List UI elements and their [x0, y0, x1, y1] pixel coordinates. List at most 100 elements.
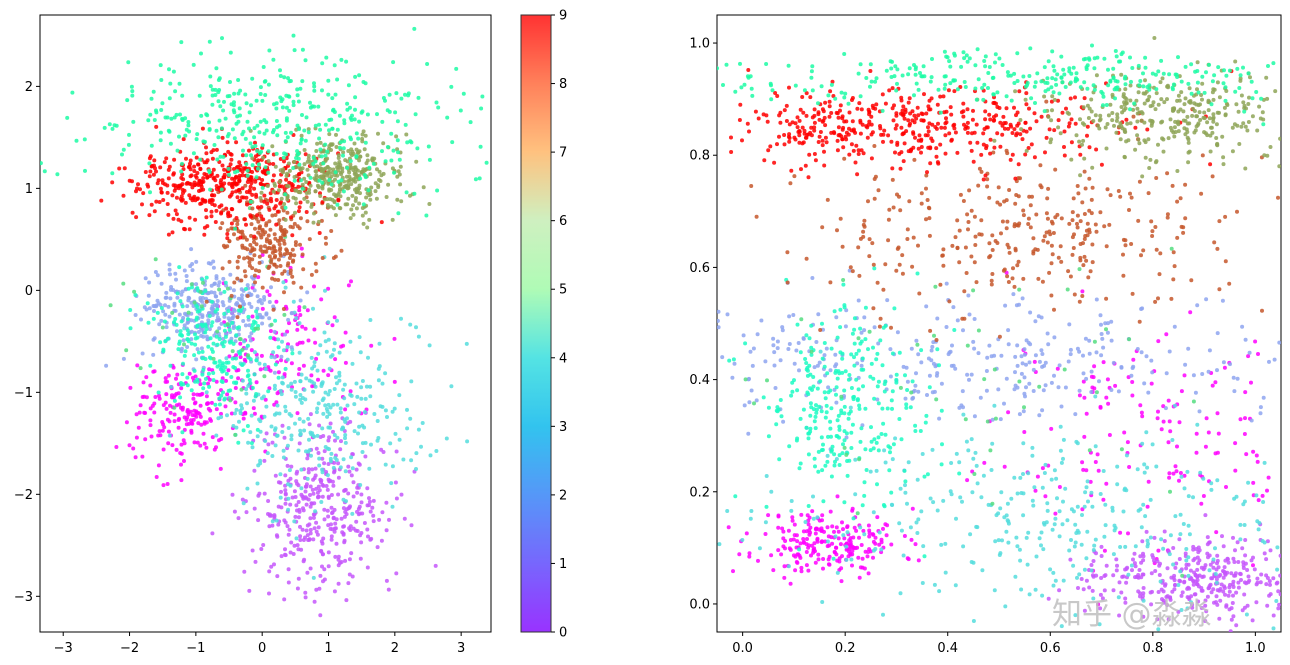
left-point-label-8 [278, 264, 283, 268]
left-point-label-2 [272, 370, 277, 375]
left-point-label-4 [194, 315, 199, 320]
right-point-label-4 [846, 416, 851, 421]
left-point-label-3 [271, 350, 276, 355]
left-point-label-5 [256, 162, 261, 167]
right-point-label-0 [1156, 548, 1161, 553]
right-point-label-2 [1215, 331, 1220, 336]
left-point-label-0 [149, 434, 154, 439]
left-point-label-1 [433, 563, 438, 568]
left-point-label-5 [356, 136, 361, 141]
right-point-label-3 [874, 468, 879, 473]
right-point-label-1 [1189, 594, 1194, 599]
right-point-label-3 [1161, 546, 1166, 551]
right-point-label-3 [717, 542, 722, 547]
left-point-label-1 [283, 488, 288, 493]
right-point-label-2 [1164, 371, 1169, 376]
left-point-label-5 [213, 93, 218, 97]
right-point-label-2 [885, 298, 890, 303]
right-point-label-1 [1227, 607, 1232, 612]
right-point-label-3 [1015, 491, 1020, 496]
right-point-label-4 [891, 442, 896, 447]
left-point-label-1 [317, 586, 322, 591]
left-point-label-2 [151, 337, 156, 342]
left-point-label-2 [231, 314, 236, 318]
left-point-label-9 [207, 198, 212, 203]
right-point-label-2 [1258, 405, 1263, 410]
left-point-label-3 [331, 402, 336, 407]
left-point-label-5 [397, 157, 402, 162]
right-point-label-0 [1222, 365, 1227, 370]
right-point-label-4 [797, 547, 802, 552]
left-point-label-5 [183, 116, 188, 121]
left-point-label-9 [134, 215, 139, 220]
left-point-label-2 [272, 355, 277, 360]
left-point-label-5 [381, 96, 386, 100]
left-point-label-5 [312, 104, 317, 109]
right-point-label-1 [1046, 596, 1051, 601]
left-point-label-0 [238, 341, 243, 346]
right-point-label-4 [817, 404, 822, 409]
left-point-label-5 [353, 107, 357, 112]
left-point-label-0 [157, 393, 161, 398]
right-point-label-2 [1228, 362, 1232, 367]
left-point-label-8 [273, 213, 278, 217]
left-point-label-4 [227, 327, 232, 332]
left-point-label-5 [168, 81, 173, 86]
left-point-label-8 [257, 269, 262, 274]
left-point-label-3 [357, 410, 362, 415]
right-point-label-2 [847, 268, 852, 273]
right-point-label-2 [1013, 354, 1018, 359]
left-point-label-6 [172, 405, 177, 410]
right-point-label-2 [1142, 381, 1147, 386]
left-point-label-7 [259, 190, 264, 195]
left-point-label-3 [245, 486, 250, 491]
right-point-label-2 [1167, 349, 1172, 354]
right-point-label-6 [965, 343, 970, 348]
left-point-label-4 [195, 335, 200, 340]
right-point-label-8 [1078, 219, 1083, 224]
left-point-label-2 [267, 316, 272, 321]
right-point-label-4 [834, 385, 839, 390]
right-point-label-3 [1015, 544, 1020, 549]
left-point-label-1 [351, 480, 356, 485]
right-point-label-2 [1056, 385, 1061, 390]
right-point-label-1 [1162, 529, 1167, 534]
left-point-label-5 [214, 66, 219, 71]
left-point-label-2 [147, 306, 152, 311]
left-point-label-5 [186, 123, 191, 128]
left-point-label-1 [394, 496, 399, 501]
left-point-label-5 [312, 88, 317, 93]
left-point-label-0 [136, 425, 141, 430]
left-point-label-5 [42, 169, 47, 174]
left-point-label-0 [185, 408, 190, 412]
right-point-label-4 [790, 389, 795, 394]
right-point-label-2 [1045, 331, 1050, 336]
right-point-label-1 [1172, 587, 1177, 592]
left-point-label-8 [323, 235, 328, 240]
right-point-label-4 [885, 406, 890, 411]
right-point-label-4 [868, 374, 873, 379]
right-point-label-1 [1218, 573, 1223, 577]
left-point-label-5 [279, 99, 284, 104]
right-point-label-3 [1004, 529, 1009, 534]
right-point-label-3 [920, 581, 925, 585]
left-point-label-0 [189, 428, 194, 433]
left-point-label-0 [192, 440, 197, 445]
left-point-label-1 [308, 493, 312, 497]
left-point-label-0 [319, 297, 324, 302]
right-point-label-2 [741, 333, 746, 338]
left-point-label-9 [224, 206, 229, 211]
right-point-label-2 [905, 379, 910, 384]
left-point-label-8 [276, 257, 281, 262]
left-point-label-7 [292, 175, 297, 179]
left-point-label-3 [337, 370, 342, 375]
right-point-label-2 [1144, 354, 1149, 359]
right-point-label-1 [1233, 548, 1237, 553]
left-point-label-1 [296, 500, 301, 504]
right-point-label-4 [818, 379, 823, 384]
right-point-label-3 [1018, 475, 1023, 480]
right-point-label-4 [795, 388, 800, 393]
right-point-label-0 [1255, 459, 1260, 464]
right-point-label-8 [979, 169, 984, 174]
right-point-label-3 [1006, 540, 1011, 545]
